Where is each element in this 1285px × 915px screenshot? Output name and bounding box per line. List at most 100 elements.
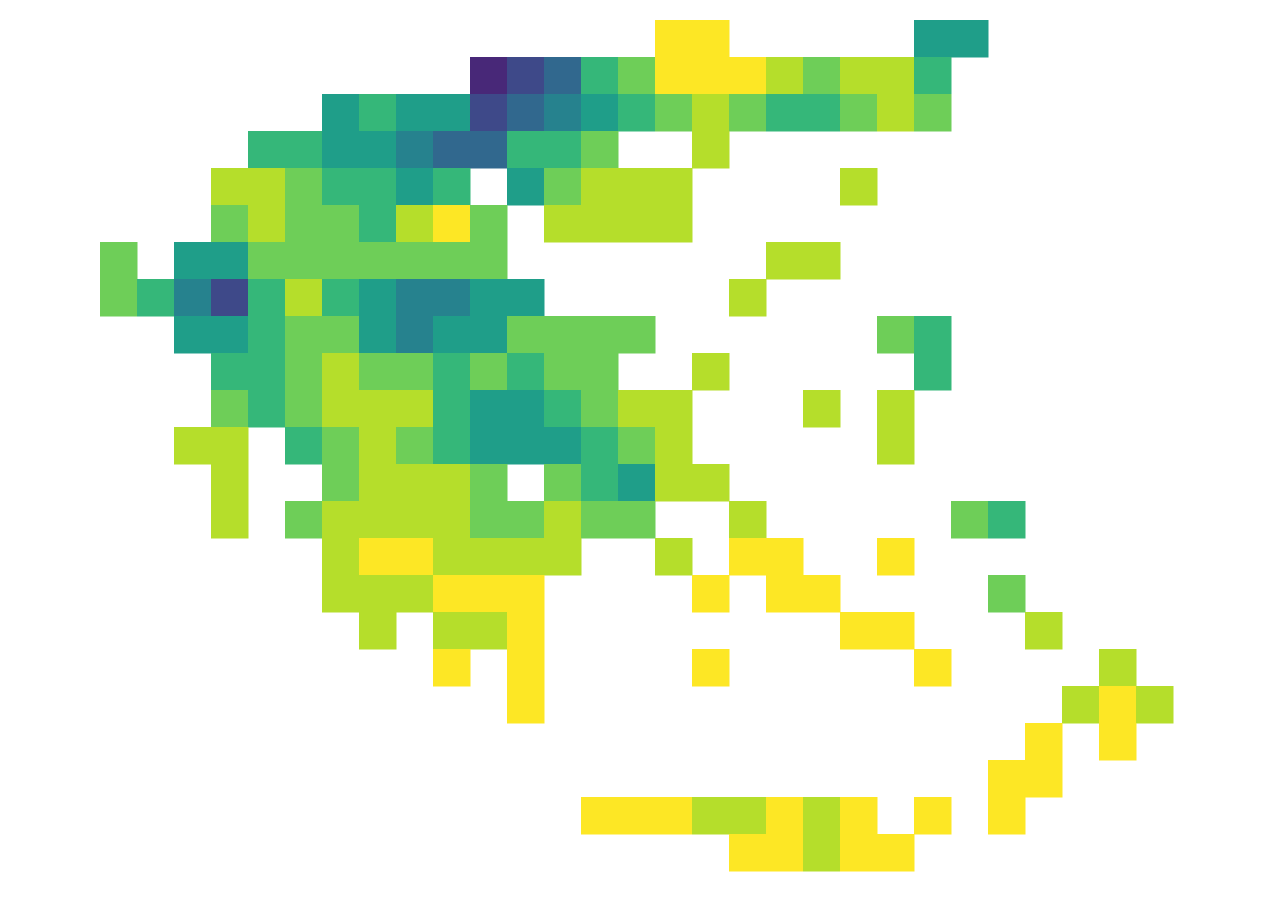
cell [470,279,508,317]
cell [396,168,434,206]
cell [544,57,582,95]
cell [137,279,175,317]
cell [359,279,397,317]
cell [285,205,323,243]
cell [248,205,286,243]
cell [988,501,1026,539]
cell [433,168,471,206]
cell [285,131,323,169]
cell [729,797,767,835]
cell [581,427,619,465]
cell [433,242,471,280]
cell [618,168,656,206]
cell [211,501,249,539]
cell [285,316,323,354]
cell [285,168,323,206]
cell [248,168,286,206]
cell [544,205,582,243]
cell [174,279,212,317]
cell [322,501,360,539]
cell [433,612,471,650]
cell [914,353,952,391]
cell [618,427,656,465]
cell [840,797,878,835]
cell [1099,649,1137,687]
cell [692,797,730,835]
cell [803,575,841,613]
cell [544,316,582,354]
cell [581,501,619,539]
cell [840,834,878,872]
cell [396,205,434,243]
cell [914,57,952,95]
cell [470,316,508,354]
cell [322,353,360,391]
cell [211,279,249,317]
cell [470,464,508,502]
cell [692,575,730,613]
cell [174,316,212,354]
cell [655,464,693,502]
cell [433,353,471,391]
cell [433,649,471,687]
cell [544,538,582,576]
cell [692,353,730,391]
cell [470,57,508,95]
cell [766,242,804,280]
cell [766,575,804,613]
cell [803,834,841,872]
cell [359,538,397,576]
cell [359,353,397,391]
cell [470,94,508,132]
cell [470,538,508,576]
cell [581,797,619,835]
cell [470,390,508,428]
cell [803,242,841,280]
cell [396,538,434,576]
cell [285,353,323,391]
cell [766,94,804,132]
cell [581,464,619,502]
cell [729,94,767,132]
cell [914,797,952,835]
cell [433,390,471,428]
cell [507,168,545,206]
cell [1025,760,1063,798]
cell [1062,686,1100,724]
cell [877,94,915,132]
cell [470,205,508,243]
cell [396,242,434,280]
cell [729,834,767,872]
cell [581,390,619,428]
cell [1136,686,1174,724]
cell [359,205,397,243]
cell [433,205,471,243]
cell [1025,723,1063,761]
cell [433,316,471,354]
cell [433,501,471,539]
cell [729,279,767,317]
cell [248,390,286,428]
cell [285,390,323,428]
cell [581,131,619,169]
cell [914,649,952,687]
cell [914,94,952,132]
cell [507,649,545,687]
cell [618,390,656,428]
cell [359,390,397,428]
cell [581,168,619,206]
cell [470,575,508,613]
cell [470,242,508,280]
cell [544,501,582,539]
cell [877,612,915,650]
cell [507,538,545,576]
cell [729,538,767,576]
cell [470,501,508,539]
cell [285,242,323,280]
cell [507,390,545,428]
cell [729,501,767,539]
cell [951,20,989,58]
cell [655,57,693,95]
cell [988,760,1026,798]
